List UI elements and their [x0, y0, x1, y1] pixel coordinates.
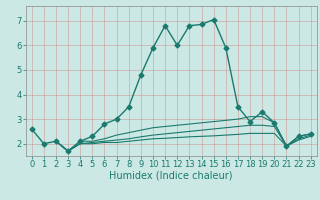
X-axis label: Humidex (Indice chaleur): Humidex (Indice chaleur) — [109, 171, 233, 181]
